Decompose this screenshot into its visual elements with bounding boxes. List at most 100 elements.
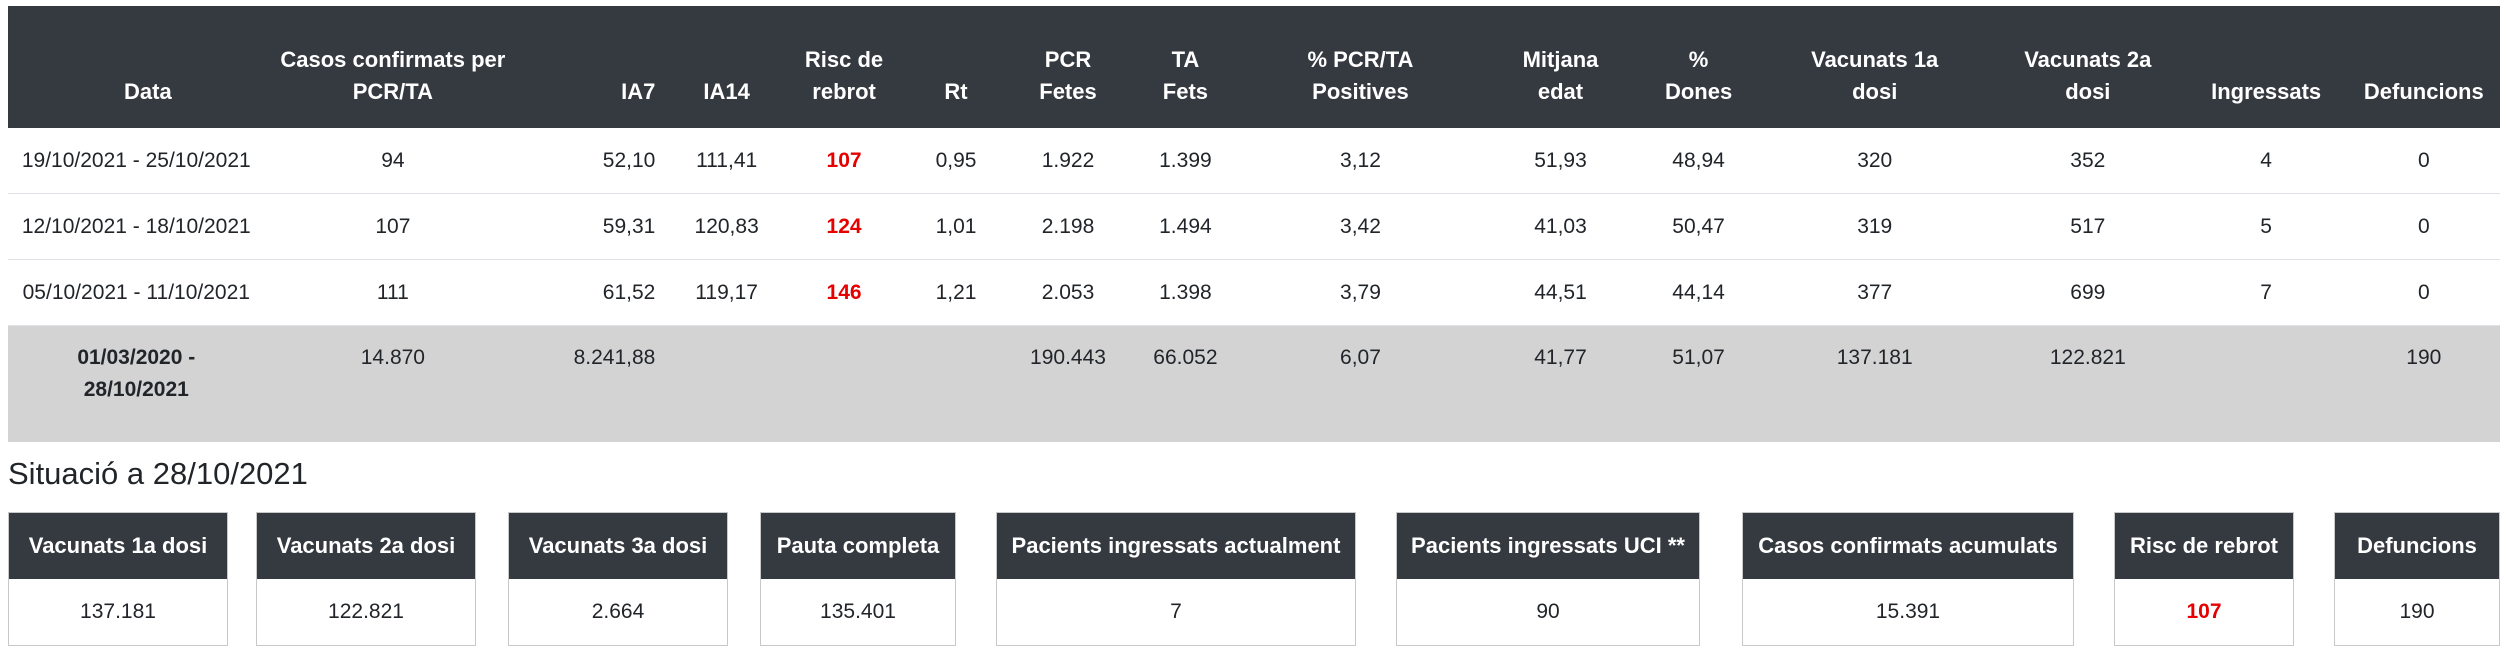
card-value: 190: [2399, 600, 2435, 623]
cell-ia7-total: 8.241,88: [521, 325, 674, 442]
card-value: 7: [1170, 600, 1182, 623]
cell-data: 12/10/2021 - 18/10/2021: [8, 193, 265, 260]
cell-vacunats-2a-total: 122.821: [1991, 325, 2185, 442]
cell-rt: 1,01: [908, 193, 1004, 260]
card-value: 135.401: [820, 600, 896, 623]
card-risc-rebrot: Risc de rebrot 107: [2114, 512, 2294, 646]
card-value: 137.181: [80, 600, 156, 623]
cell-casos: 94: [264, 128, 522, 194]
cell-defuncions: 0: [2347, 193, 2500, 260]
cell-ia7: 52,10: [521, 128, 674, 194]
cell-ta-total: 66.052: [1132, 325, 1239, 442]
table-row: 19/10/2021 - 25/10/2021 94 52,10 111,41 …: [8, 128, 2500, 194]
cell-ingressats: 5: [2184, 193, 2348, 260]
cell-ia14: 119,17: [673, 259, 780, 326]
card-label: Vacunats 1a dosi: [9, 513, 227, 579]
col-header-dones[interactable]: % Dones: [1638, 6, 1759, 128]
cell-mitjana-edat: 44,51: [1482, 259, 1639, 326]
cell-ia7: 61,52: [521, 259, 674, 326]
card-vacunats-2a: Vacunats 2a dosi 122.821: [256, 512, 476, 646]
cell-pcr-total: 190.443: [1003, 325, 1133, 442]
card-value: 90: [1536, 600, 1560, 623]
cell-dones-total: 51,07: [1638, 325, 1759, 442]
card-defuncions: Defuncions 190: [2334, 512, 2500, 646]
card-label: Pacients ingressats UCI **: [1397, 513, 1699, 579]
col-header-data[interactable]: Data: [8, 6, 265, 128]
card-label: Pauta completa: [761, 513, 955, 579]
card-vacunats-3a: Vacunats 3a dosi 2.664: [508, 512, 728, 646]
table-row: 12/10/2021 - 18/10/2021 107 59,31 120,83…: [8, 193, 2500, 260]
col-header-ia14[interactable]: IA14: [673, 6, 780, 128]
card-value: 15.391: [1875, 600, 1941, 623]
cell-pcr: 1.922: [1003, 128, 1133, 194]
cell-ia14: 111,41: [673, 128, 780, 194]
col-header-vacunats-2a[interactable]: Vacunats 2a dosi: [1991, 6, 2185, 128]
card-casos-acumulats: Casos confirmats acumulats 15.391: [1742, 512, 2074, 646]
cell-ta: 1.494: [1132, 193, 1239, 260]
card-pacients-uci: Pacients ingressats UCI ** 90: [1396, 512, 1700, 646]
cell-casos: 107: [264, 193, 522, 260]
cell-mitjana-edat: 41,03: [1482, 193, 1639, 260]
cell-dones: 48,94: [1638, 128, 1759, 194]
cell-mitjana-edat-total: 41,77: [1482, 325, 1639, 442]
card-vacunats-1a: Vacunats 1a dosi 137.181: [8, 512, 228, 646]
card-pacients-ingressats: Pacients ingressats actualment 7: [996, 512, 1356, 646]
cell-pcr: 2.053: [1003, 259, 1133, 326]
cell-ta: 1.399: [1132, 128, 1239, 194]
cell-positives-total: 6,07: [1238, 325, 1483, 442]
cell-data-total: 01/03/2020 - 28/10/2021: [8, 325, 265, 442]
cell-positives: 3,12: [1238, 128, 1483, 194]
card-value: 107: [2186, 600, 2222, 623]
cell-data: 19/10/2021 - 25/10/2021: [8, 128, 265, 194]
cell-rt: 1,21: [908, 259, 1004, 326]
card-pauta-completa: Pauta completa 135.401: [760, 512, 956, 646]
cell-mitjana-edat: 51,93: [1482, 128, 1639, 194]
col-header-rt[interactable]: Rt: [908, 6, 1004, 128]
cell-risc: 107: [779, 128, 909, 194]
cell-defuncions: 0: [2347, 259, 2500, 326]
cell-ingressats: 4: [2184, 128, 2348, 194]
cell-dones: 50,47: [1638, 193, 1759, 260]
cell-ta: 1.398: [1132, 259, 1239, 326]
cell-vacunats-1a: 320: [1758, 128, 1992, 194]
col-header-ia7[interactable]: IA7: [521, 6, 674, 128]
cell-ingressats: 7: [2184, 259, 2348, 326]
cell-dones: 44,14: [1638, 259, 1759, 326]
col-header-defuncions[interactable]: Defuncions: [2347, 6, 2500, 128]
col-header-risc[interactable]: Risc de rebrot: [779, 6, 909, 128]
card-label: Vacunats 3a dosi: [509, 513, 727, 579]
col-header-ta[interactable]: TA Fets: [1132, 6, 1239, 128]
col-header-vacunats-1a[interactable]: Vacunats 1a dosi: [1758, 6, 1992, 128]
cell-risc-total: [779, 325, 909, 442]
cell-positives: 3,42: [1238, 193, 1483, 260]
cell-vacunats-2a: 517: [1991, 193, 2185, 260]
card-label: Casos confirmats acumulats: [1743, 513, 2073, 579]
cell-ia14-total: [673, 325, 780, 442]
situacio-heading: Situació a 28/10/2021: [8, 456, 308, 491]
cell-ia14: 120,83: [673, 193, 780, 260]
cell-risc: 146: [779, 259, 909, 326]
col-header-pcr[interactable]: PCR Fetes: [1003, 6, 1133, 128]
card-value: 2.664: [591, 600, 645, 623]
table-row: 05/10/2021 - 11/10/2021 111 61,52 119,17…: [8, 259, 2500, 326]
col-header-casos[interactable]: Casos confirmats per PCR/TA: [264, 6, 522, 128]
cell-positives: 3,79: [1238, 259, 1483, 326]
col-header-mitjana-edat[interactable]: Mitjana edat: [1482, 6, 1639, 128]
cell-ia7: 59,31: [521, 193, 674, 260]
cell-ingressats-total: [2184, 325, 2348, 442]
card-label: Risc de rebrot: [2115, 513, 2293, 579]
cell-casos: 111: [264, 259, 522, 326]
cell-pcr: 2.198: [1003, 193, 1133, 260]
cell-defuncions: 0: [2347, 128, 2500, 194]
cell-defuncions-total: 190: [2347, 325, 2500, 442]
card-label: Defuncions: [2335, 513, 2499, 579]
table-total-row: 01/03/2020 - 28/10/2021 14.870 8.241,88 …: [8, 325, 2500, 442]
col-header-positives[interactable]: % PCR/TA Positives: [1238, 6, 1483, 128]
col-header-ingressats[interactable]: Ingressats: [2184, 6, 2348, 128]
cell-data: 05/10/2021 - 11/10/2021: [8, 259, 265, 326]
cell-rt-total: [908, 325, 1004, 442]
table-header-row: Data Casos confirmats per PCR/TA IA7 IA1…: [8, 6, 2500, 128]
cell-casos-total: 14.870: [264, 325, 522, 442]
card-value: 122.821: [328, 600, 404, 623]
